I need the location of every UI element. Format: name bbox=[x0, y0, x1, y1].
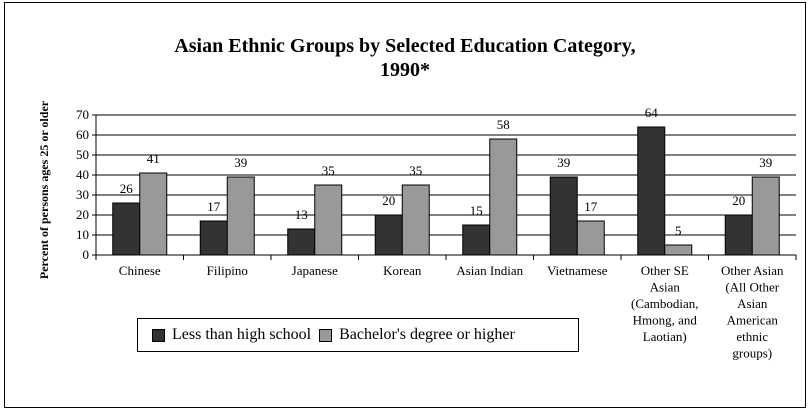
x-tick-label: Asian bbox=[737, 296, 768, 311]
y-tick-label: 0 bbox=[83, 247, 90, 262]
legend-label-bachelors-degree: Bachelor's degree or higher bbox=[339, 326, 515, 343]
x-tick-label: (All Other bbox=[725, 280, 779, 295]
x-tick-label: Asian Indian bbox=[456, 263, 523, 278]
data-label: 35 bbox=[322, 163, 335, 178]
chart-title-line-2: 1990* bbox=[380, 59, 430, 81]
legend-item-less-than-high-school: Less than high school bbox=[152, 326, 311, 344]
y-tick-label: 40 bbox=[76, 167, 89, 182]
bar bbox=[489, 138, 518, 256]
y-axis-title: Percent of persons ages 25 or older bbox=[37, 100, 51, 279]
x-tick-label: Japanese bbox=[292, 263, 338, 278]
x-tick-label: Other SE bbox=[641, 263, 689, 278]
x-tick-label: Filipino bbox=[207, 263, 248, 278]
y-tick-label: 60 bbox=[76, 127, 89, 142]
bar bbox=[287, 228, 316, 256]
legend-item-bachelors-degree: Bachelor's degree or higher bbox=[319, 326, 515, 344]
chart-legend: Less than high school Bachelor's degree … bbox=[137, 318, 579, 352]
bar bbox=[724, 214, 753, 256]
chart-title-line-1: Asian Ethnic Groups by Selected Educatio… bbox=[174, 35, 636, 57]
bar bbox=[637, 126, 666, 256]
legend-swatch-bachelors-degree bbox=[319, 328, 333, 342]
y-tick-label: 10 bbox=[76, 227, 89, 242]
data-label: 17 bbox=[207, 199, 221, 214]
x-tick-label: American bbox=[727, 313, 779, 328]
y-tick-label: 50 bbox=[76, 147, 89, 162]
bar bbox=[139, 172, 168, 256]
chart-title: Asian Ethnic Groups by Selected Educatio… bbox=[4, 34, 806, 82]
bar bbox=[112, 202, 141, 256]
bar bbox=[751, 176, 780, 256]
x-tick-label: Chinese bbox=[119, 263, 161, 278]
x-tick-label: groups) bbox=[732, 346, 772, 361]
bar bbox=[401, 184, 430, 256]
y-tick-label: 20 bbox=[76, 207, 89, 222]
bar bbox=[226, 176, 255, 256]
data-label: 39 bbox=[557, 155, 570, 170]
data-label: 26 bbox=[120, 181, 134, 196]
data-label: 5 bbox=[675, 223, 682, 238]
x-tick-label: Vietnamese bbox=[547, 263, 608, 278]
data-label: 13 bbox=[295, 207, 308, 222]
x-tick-label: (Cambodian, bbox=[631, 296, 699, 311]
data-label: 41 bbox=[147, 151, 160, 166]
x-tick-label: Korean bbox=[383, 263, 422, 278]
x-tick-label: Asian bbox=[650, 280, 681, 295]
bar bbox=[374, 214, 403, 256]
data-label: 64 bbox=[645, 105, 659, 120]
x-tick-label: Laotian) bbox=[643, 329, 687, 344]
legend-swatch-less-than-high-school bbox=[152, 328, 165, 342]
x-tick-label: ethnic bbox=[736, 329, 768, 344]
data-label: 39 bbox=[234, 155, 247, 170]
data-label: 20 bbox=[382, 193, 395, 208]
data-label: 15 bbox=[470, 203, 483, 218]
y-tick-label: 30 bbox=[76, 187, 89, 202]
data-label: 17 bbox=[584, 199, 598, 214]
bar bbox=[462, 224, 491, 256]
bar bbox=[199, 220, 228, 256]
data-label: 35 bbox=[409, 163, 422, 178]
bar bbox=[664, 244, 693, 256]
bar bbox=[549, 176, 578, 256]
bar bbox=[314, 184, 343, 256]
bar bbox=[576, 220, 605, 256]
x-tick-label: Other Asian bbox=[721, 263, 784, 278]
data-label: 39 bbox=[759, 155, 772, 170]
y-tick-label: 70 bbox=[76, 107, 89, 122]
data-label: 58 bbox=[497, 117, 510, 132]
data-label: 20 bbox=[732, 193, 745, 208]
x-tick-label: Hmong, and bbox=[633, 313, 698, 328]
legend-label-less-than-high-school: Less than high school bbox=[172, 326, 312, 343]
